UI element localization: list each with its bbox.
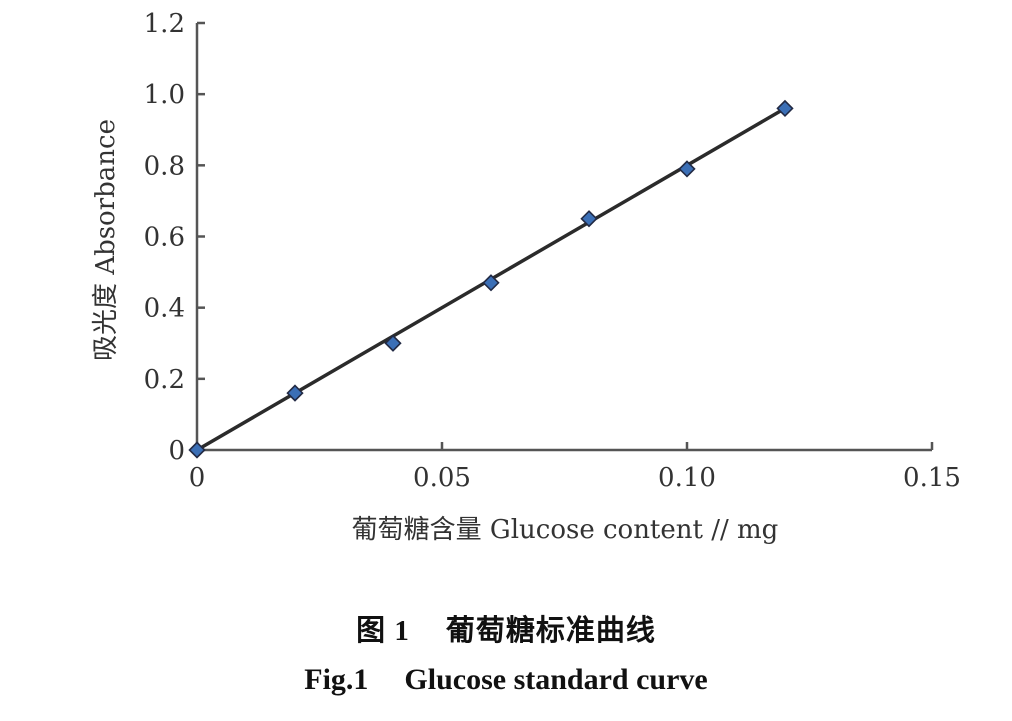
x-axis: 0 0.05 0.10 0.15 <box>189 442 961 493</box>
data-point <box>678 160 696 178</box>
chart-canvas: 0 0.2 0.4 0.6 0.8 1.0 1.2 0 0.05 0.10 0.15 葡萄糖含量 … <box>91 9 961 545</box>
y-tick-label: 0 <box>168 436 185 466</box>
data-point <box>384 334 402 352</box>
data-point <box>188 441 206 459</box>
y-tick-label: 0.4 <box>144 294 185 324</box>
y-tick-label: 1.2 <box>144 9 185 39</box>
y-axis: 0 0.2 0.4 0.6 0.8 1.0 1.2 <box>144 9 205 466</box>
y-axis-title: 吸光度 Absorbance <box>91 119 121 361</box>
x-tick-label: 0.05 <box>413 463 471 493</box>
figure-title-cn: 葡萄糖标准曲线 <box>445 615 656 647</box>
figure-caption-en: Fig.1 Glucose standard curve <box>0 663 1012 697</box>
figure-number-en: Fig.1 <box>304 663 369 696</box>
figure-title-en: Glucose standard curve <box>404 663 708 696</box>
y-tick-label: 0.6 <box>144 223 185 253</box>
y-tick-label: 0.2 <box>144 365 185 395</box>
data-point <box>580 210 598 228</box>
data-point <box>286 384 304 402</box>
x-tick-label: 0.10 <box>658 463 716 493</box>
y-tick-label: 0.8 <box>144 151 185 181</box>
data-point <box>482 274 500 292</box>
data-points <box>188 99 794 459</box>
figure-number-cn: 图 1 <box>356 615 410 647</box>
y-tick-label: 1.0 <box>144 80 185 110</box>
x-tick-label: 0.15 <box>903 463 961 493</box>
x-tick-label: 0 <box>189 463 206 493</box>
x-axis-title: 葡萄糖含量 Glucose content // mg <box>352 515 779 545</box>
data-point <box>776 99 794 118</box>
figure-caption-cn: 图 1 葡萄糖标准曲线 <box>0 607 1012 649</box>
